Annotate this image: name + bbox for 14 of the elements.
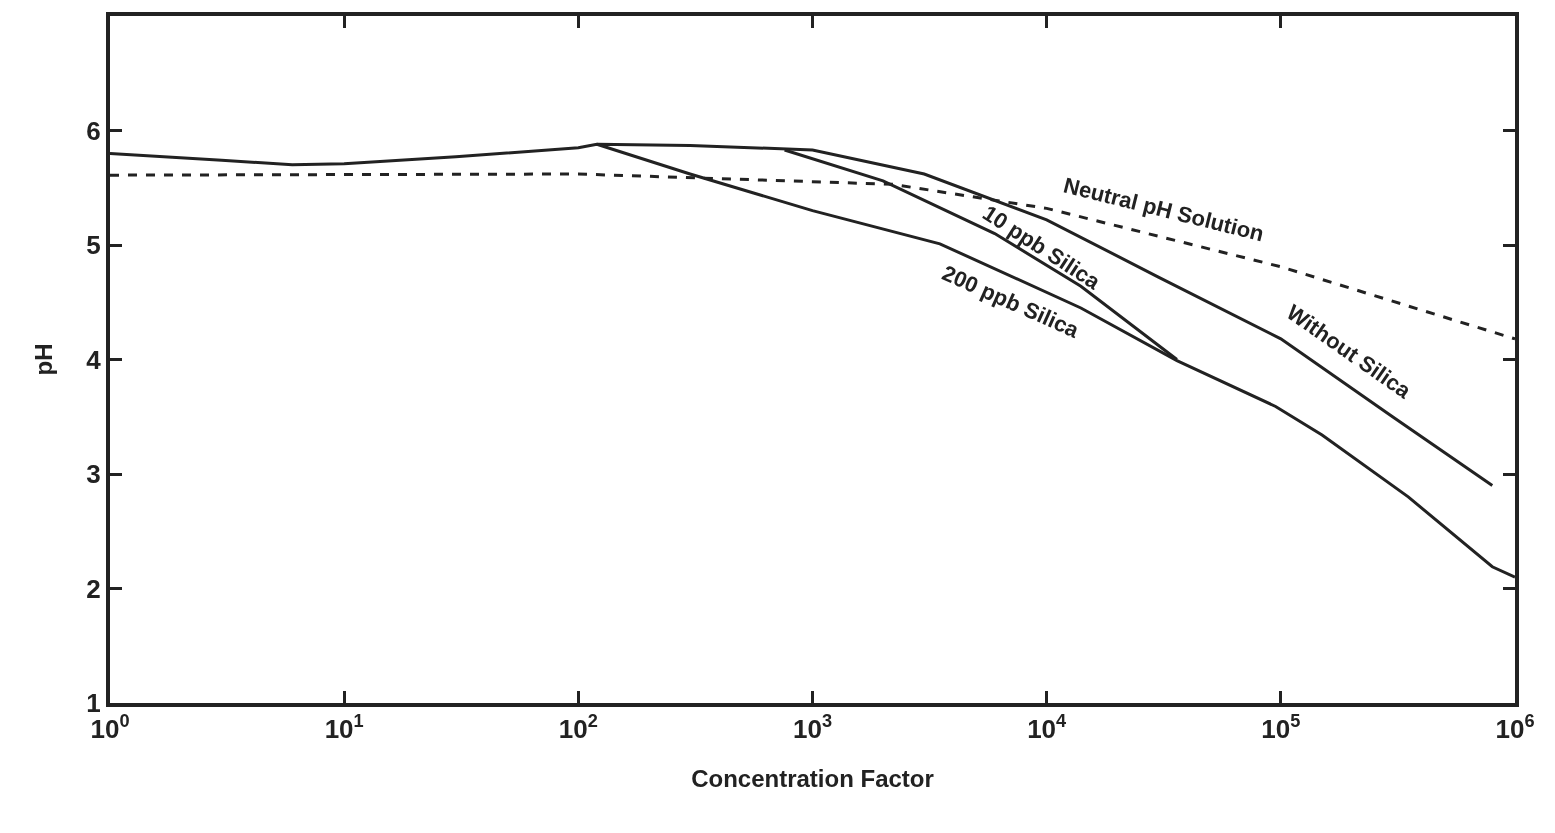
x-tick-label: 10$^{1}$ [324,711,364,745]
y-tick-label: 6 [86,115,101,146]
x-tick-label: 10$^{4}$ [1027,711,1068,745]
x-tick-label: 10$^{3}$ [792,711,833,745]
text: Neutral pH Solution [1061,172,1267,247]
x-tick-label: 10$^{5}$ [1261,711,1301,745]
x-tick-label: 10$^{2}$ [558,711,598,745]
y-tick-label: 5 [86,230,101,261]
x-axis-title: Concentration Factor [691,765,934,792]
y-tick-label: 3 [86,459,101,490]
y-tick-label: 2 [86,573,101,604]
y-tick-label: 4 [86,344,102,375]
x-tick-label: 10$^{6}$ [1495,711,1535,745]
y-axis-title: pH [29,343,57,376]
